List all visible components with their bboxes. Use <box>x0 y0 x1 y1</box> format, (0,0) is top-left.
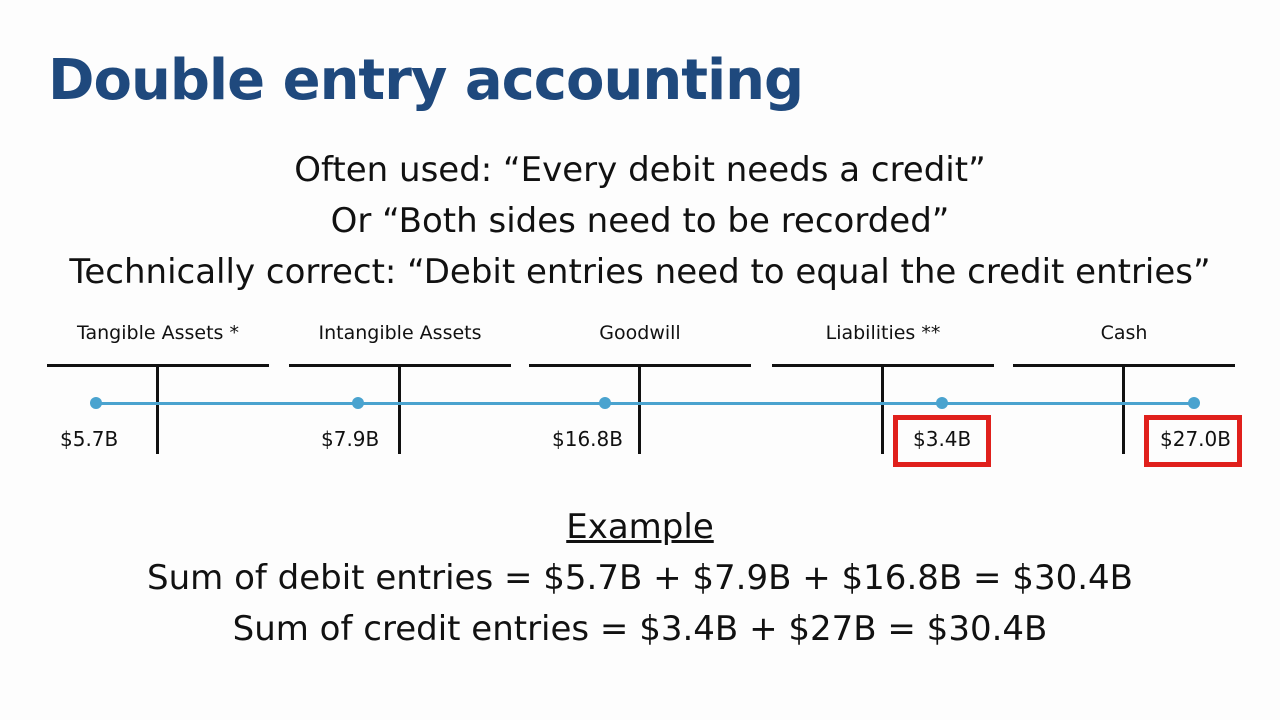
entry-tangible-assets: $5.7B <box>60 427 119 451</box>
credit-sum-line: Sum of credit entries = $3.4B + $27B = $… <box>232 609 1048 649</box>
connector-dot <box>352 397 364 409</box>
connector-dot <box>90 397 102 409</box>
t-account-divider <box>156 364 159 454</box>
highlight-box-cash <box>1144 415 1242 467</box>
often-used-line: Often used: “Every debit needs a credit” <box>294 150 986 190</box>
account-title: Cash <box>1100 322 1148 344</box>
example-heading: Example <box>566 507 714 547</box>
connector-line <box>95 402 1195 405</box>
t-account-divider <box>398 364 401 454</box>
connector-dot <box>599 397 611 409</box>
account-title: Tangible Assets * <box>77 322 239 344</box>
entry-goodwill: $16.8B <box>552 427 623 451</box>
t-account-divider <box>1122 364 1125 454</box>
example-heading-wrap: Example <box>0 507 1280 547</box>
highlight-box-liabilities <box>893 415 991 467</box>
account-title: Goodwill <box>599 322 681 344</box>
entry-intangible-assets: $7.9B <box>321 427 380 451</box>
connector-dot <box>1188 397 1200 409</box>
entry-cash: $27.0B <box>1160 427 1231 451</box>
t-account-divider <box>881 364 884 454</box>
or-line: Or “Both sides need to be recorded” <box>330 201 950 241</box>
t-account-divider <box>638 364 641 454</box>
account-title: Intangible Assets <box>318 322 482 344</box>
technically-correct-line: Technically correct: “Debit entries need… <box>69 252 1211 292</box>
debit-sum-line: Sum of debit entries = $5.7B + $7.9B + $… <box>147 558 1133 598</box>
entry-liabilities: $3.4B <box>913 427 972 451</box>
connector-dot <box>936 397 948 409</box>
slide-title: Double entry accounting <box>48 48 804 113</box>
account-title: Liabilities ** <box>825 322 941 344</box>
